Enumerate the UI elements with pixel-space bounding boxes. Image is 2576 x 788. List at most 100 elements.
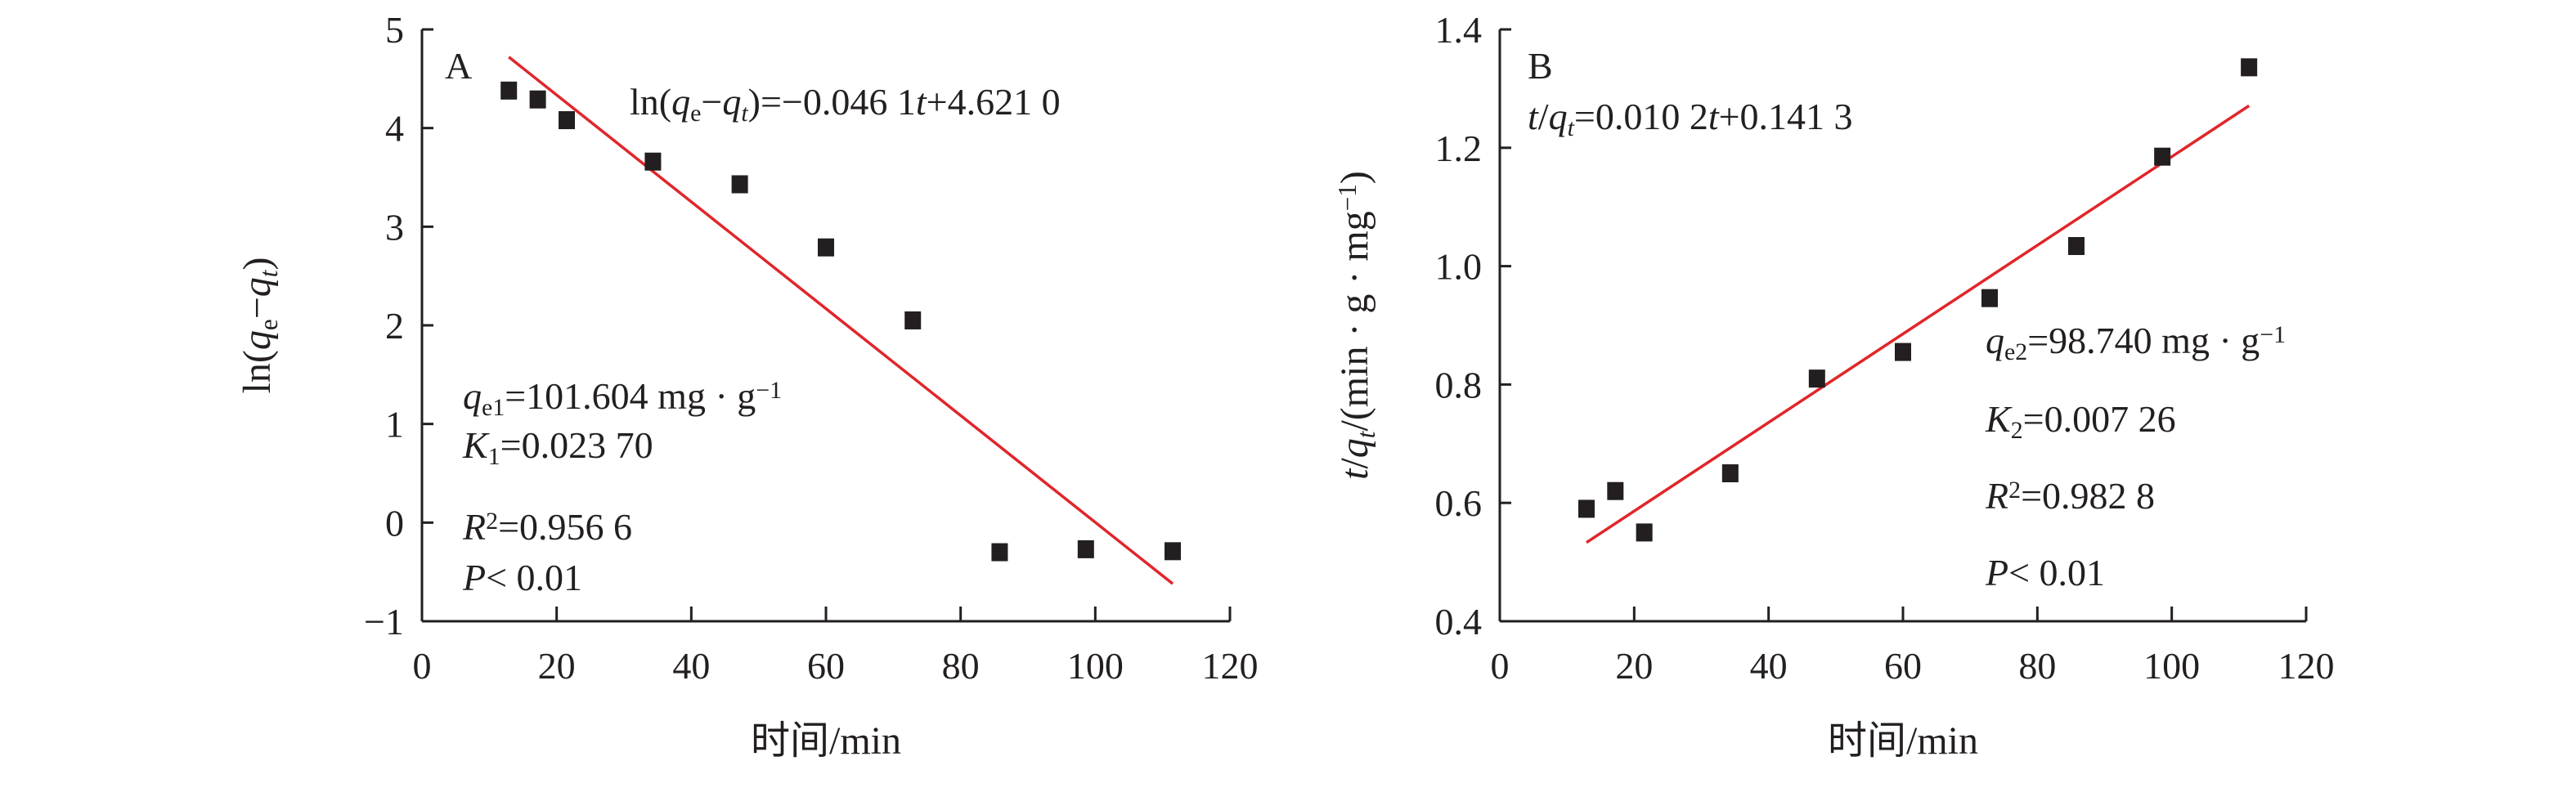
text-segment: q: [1986, 320, 2004, 361]
fit-statistic: K2=0.007 26: [1985, 398, 2176, 444]
x-tick-label: 40: [1750, 645, 1788, 687]
y-tick-label: 1.2: [1435, 128, 1483, 169]
text-segment: −1: [1333, 184, 1362, 211]
y-tick-label: 1: [385, 404, 404, 445]
text-segment: =101.604 mg · g: [505, 375, 756, 417]
text-segment: t: [254, 269, 283, 277]
data-point: [818, 238, 834, 257]
text-segment: t: [1352, 430, 1380, 438]
x-tick-label: 0: [1491, 645, 1510, 687]
text-segment: /: [1333, 458, 1376, 469]
y-tick-label: 0.4: [1435, 601, 1483, 642]
fit-statistic: K1=0.023 70: [462, 424, 653, 470]
y-tick-label: 1.4: [1435, 9, 1483, 51]
text-segment: ln(: [630, 81, 671, 123]
text-segment: < 0.01: [486, 557, 582, 598]
text-segment: q: [671, 81, 690, 123]
text-segment: q: [1333, 438, 1376, 458]
text-segment: t: [916, 81, 927, 123]
x-tick-label: 20: [538, 645, 576, 687]
text-segment: 1: [488, 443, 500, 470]
text-segment: /: [1538, 96, 1549, 137]
text-segment: t: [1708, 96, 1720, 137]
data-point: [1808, 369, 1825, 388]
text-segment: t: [1333, 468, 1376, 480]
chart-a-pseudo-first-order: 0 20 40 60 80 100 120543210−1时间/minln(qe−qt)Al…: [236, 9, 1259, 763]
fit-line: [1586, 104, 2251, 544]
fit-statistic: P< 0.01: [1985, 552, 2105, 593]
text-segment: )=−0.046 1: [748, 81, 916, 123]
text-segment: K: [462, 424, 490, 466]
text-segment: −1: [2260, 321, 2286, 348]
text-segment: =0.956 6: [498, 506, 632, 548]
text-segment: e: [690, 100, 701, 127]
text-segment: q: [463, 375, 482, 417]
fit-statistic: P< 0.01: [462, 557, 582, 598]
fit-line: [508, 56, 1174, 585]
text-segment: −: [236, 297, 279, 319]
y-tick-label: 1.0: [1435, 246, 1483, 288]
text-segment: =0.982 8: [2021, 475, 2155, 517]
data-point: [500, 81, 518, 100]
fit-statistic: R2=0.956 6: [462, 506, 632, 548]
text-segment: −: [701, 81, 722, 123]
text-segment: R: [1985, 475, 2008, 517]
text-segment: =0.023 70: [500, 424, 653, 466]
y-tick-label: 0.8: [1435, 364, 1483, 405]
x-axis-title: 时间/min: [1828, 719, 1978, 763]
y-axis-title: t/qt/(min · g · mg−1): [1333, 171, 1380, 480]
data-point: [1721, 464, 1739, 482]
data-point: [904, 311, 922, 329]
text-segment: 2: [2011, 417, 2023, 444]
text-segment: ): [236, 257, 279, 271]
data-point: [731, 175, 748, 194]
text-segment: ln(: [236, 350, 279, 393]
panel-label: B: [1528, 45, 1553, 87]
text-segment: R: [462, 506, 486, 548]
fit-statistic: R2=0.982 8: [1985, 475, 2155, 517]
text-segment: t: [741, 100, 748, 127]
data-point: [2154, 147, 2171, 166]
text-segment: q: [1549, 96, 1568, 137]
x-tick-label: 60: [1884, 645, 1922, 687]
x-axis-title: 时间/min: [751, 719, 901, 763]
text-segment: /(min · g · mg: [1333, 211, 1376, 431]
text-segment: =0.010 2: [1574, 96, 1708, 137]
data-point: [1895, 343, 1911, 361]
data-point: [1077, 540, 1094, 558]
text-segment: ): [1333, 171, 1376, 184]
text-segment: < 0.01: [2008, 552, 2105, 593]
data-point: [1981, 289, 1998, 307]
data-point: [2241, 58, 2258, 77]
text-segment: q: [236, 330, 279, 350]
text-segment: +0.141 3: [1719, 96, 1853, 137]
x-tick-label: 20: [1615, 645, 1653, 687]
y-tick-label: 0.6: [1435, 482, 1483, 524]
x-tick-label: 40: [672, 645, 710, 687]
text-segment: K: [1985, 398, 2013, 440]
text-segment: 2: [2008, 477, 2021, 504]
y-tick-label: −1: [364, 601, 404, 642]
text-segment: P: [1985, 552, 2008, 593]
y-tick-label: 0: [385, 502, 404, 544]
text-segment: t: [1568, 114, 1575, 141]
text-segment: e1: [482, 394, 505, 421]
x-tick-label: 80: [2018, 645, 2056, 687]
chart-b-pseudo-second-order: 0 20 40 60 80 100 120 1.4 1.2 1.0 0.8 0.6 0.4 时间/min t…: [1333, 9, 2335, 763]
text-segment: 2: [486, 508, 498, 535]
text-segment: =98.740 mg · g: [2027, 320, 2260, 361]
data-point: [1577, 499, 1595, 518]
y-axis-title: ln(qe−qt): [236, 257, 283, 394]
x-tick-label: 0: [413, 645, 432, 687]
fit-statistic: qe2=98.740 mg · g−1: [1986, 320, 2286, 365]
text-segment: e2: [2004, 338, 2027, 365]
x-tick-label: 100: [2143, 645, 2200, 687]
fit-equation: t/qt=0.010 2t+0.141 3: [1528, 96, 1853, 141]
x-tick-label: 120: [1202, 645, 1259, 687]
text-segment: =0.007 26: [2023, 398, 2176, 440]
y-tick-label: 5: [385, 9, 404, 51]
fit-statistic: qe1=101.604 mg · g−1: [463, 375, 782, 421]
text-segment: q: [722, 81, 741, 123]
x-tick-label: 120: [2278, 645, 2335, 687]
